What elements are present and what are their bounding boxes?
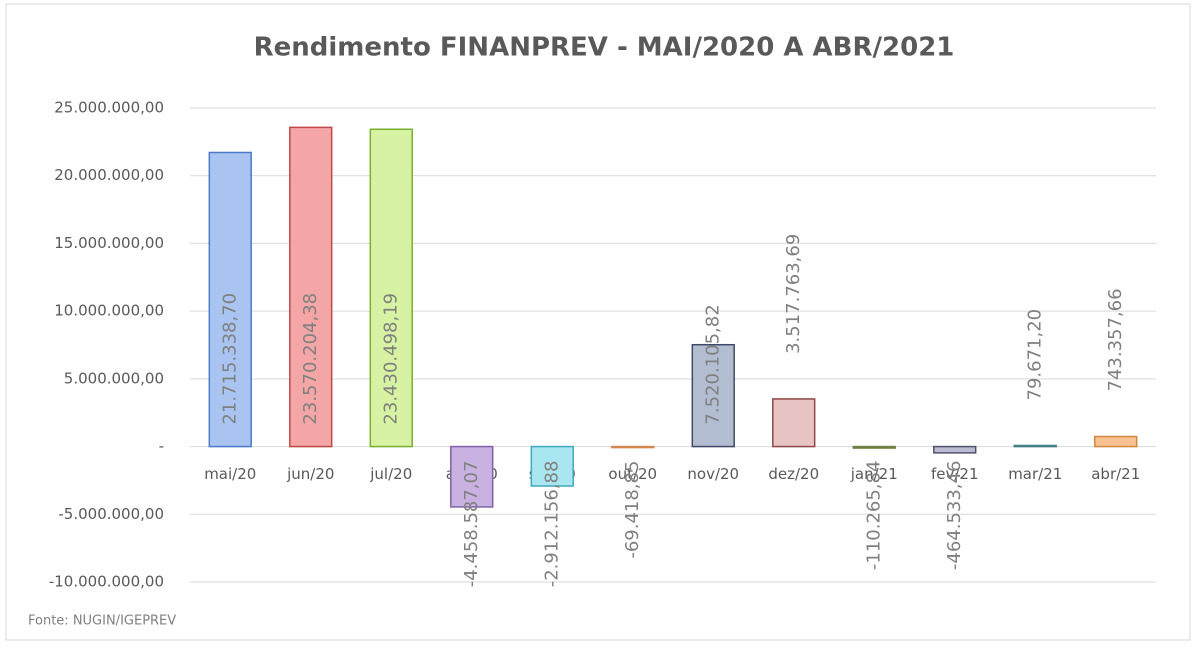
data-label: -4.458.587,07 [461, 461, 482, 588]
x-tick-label: jul/20 [369, 465, 412, 483]
bar [208, 151, 252, 448]
bar [611, 445, 655, 449]
x-tick-label: mai/20 [204, 465, 256, 483]
y-tick-label: -10.000.000,00 [49, 573, 164, 591]
x-tick-label: jan/21 [850, 465, 898, 483]
chart-border [5, 3, 1191, 641]
bar [530, 445, 574, 487]
data-label: 23.570.204,38 [300, 293, 321, 425]
y-tick-label: -5.000.000,00 [58, 505, 164, 523]
bar [852, 445, 896, 449]
y-tick-label: 10.000.000,00 [54, 302, 164, 320]
data-label: -69.418,85 [622, 461, 643, 559]
data-label: 79.671,20 [1024, 309, 1045, 401]
data-label: 23.430.498,19 [380, 293, 401, 425]
data-label: 7.520.105,82 [702, 304, 723, 424]
data-label: -464.533,46 [944, 461, 965, 571]
x-tick-label: fev/21 [931, 465, 979, 483]
y-tick-label: 20.000.000,00 [54, 166, 164, 184]
data-label: 3.517.763,69 [783, 234, 804, 354]
chart-title: Rendimento FINANPREV - MAI/2020 A ABR/20… [254, 33, 955, 63]
bar [369, 128, 413, 448]
y-tick-label: 5.000.000,00 [64, 369, 164, 387]
bar [450, 445, 494, 508]
x-tick-label: dez/20 [768, 465, 819, 483]
bar [289, 126, 333, 448]
source-note: Fonte: NUGIN/IGEPREV [28, 614, 176, 629]
bar [1013, 444, 1057, 448]
bar [691, 343, 735, 448]
x-tick-label: abr/21 [1091, 465, 1140, 483]
y-tick-label: 15.000.000,00 [54, 234, 164, 252]
x-tick-label: jun/20 [286, 465, 334, 483]
data-label: 21.715.338,70 [219, 293, 240, 425]
x-tick-label: nov/20 [687, 465, 739, 483]
bar [1094, 435, 1138, 448]
x-tick-label: out/20 [608, 465, 657, 483]
bar [772, 398, 816, 448]
bar [933, 445, 977, 454]
y-tick-label: 25.000.000,00 [54, 99, 164, 117]
y-tick-label: - [159, 437, 164, 455]
data-label: 743.357,66 [1105, 288, 1126, 391]
data-label: -110.265,84 [863, 461, 884, 571]
data-label: -2.912.156,88 [541, 461, 562, 588]
x-tick-label: mar/21 [1008, 465, 1062, 483]
